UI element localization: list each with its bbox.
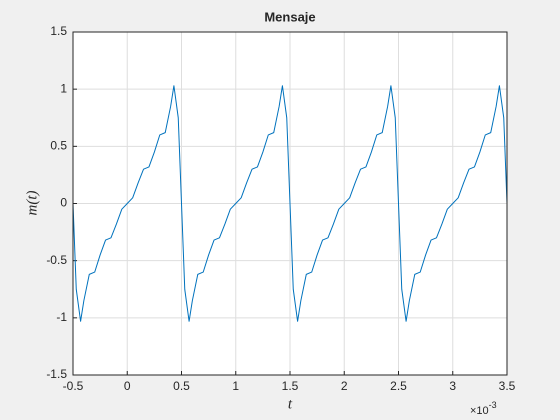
- x-exponent: ×10-3: [470, 400, 497, 417]
- x-tick-label: 1.5: [282, 379, 299, 393]
- x-exponent-base: ×10: [470, 405, 489, 417]
- x-tick-label: 3: [449, 379, 456, 393]
- line: [72, 85, 508, 322]
- x-axis-label: t: [288, 396, 293, 412]
- y-tick-label: -0.5: [46, 253, 67, 267]
- y-tick-label: 0: [60, 196, 67, 210]
- axes-box: [72, 31, 508, 376]
- y-tick-label: -1: [56, 310, 67, 324]
- x-exponent-power: -3: [489, 400, 497, 410]
- x-tick-label: 1: [232, 379, 239, 393]
- x-tick-label: 2: [341, 379, 348, 393]
- x-tick-label: 0.5: [173, 379, 190, 393]
- y-tick-label: -1.5: [46, 367, 67, 381]
- x-tick-label: -0.5: [63, 379, 84, 393]
- chart-title: Mensaje: [264, 9, 315, 24]
- x-tick-label: 2.5: [390, 379, 407, 393]
- y-tick-label: 1: [60, 81, 67, 95]
- y-tick-label: 1.5: [50, 24, 67, 38]
- y-tick-label: 0.5: [50, 139, 67, 153]
- y-axis-label: m(t): [24, 191, 40, 216]
- x-tick-label: 3.5: [499, 379, 516, 393]
- x-tick-label: 0: [124, 379, 131, 393]
